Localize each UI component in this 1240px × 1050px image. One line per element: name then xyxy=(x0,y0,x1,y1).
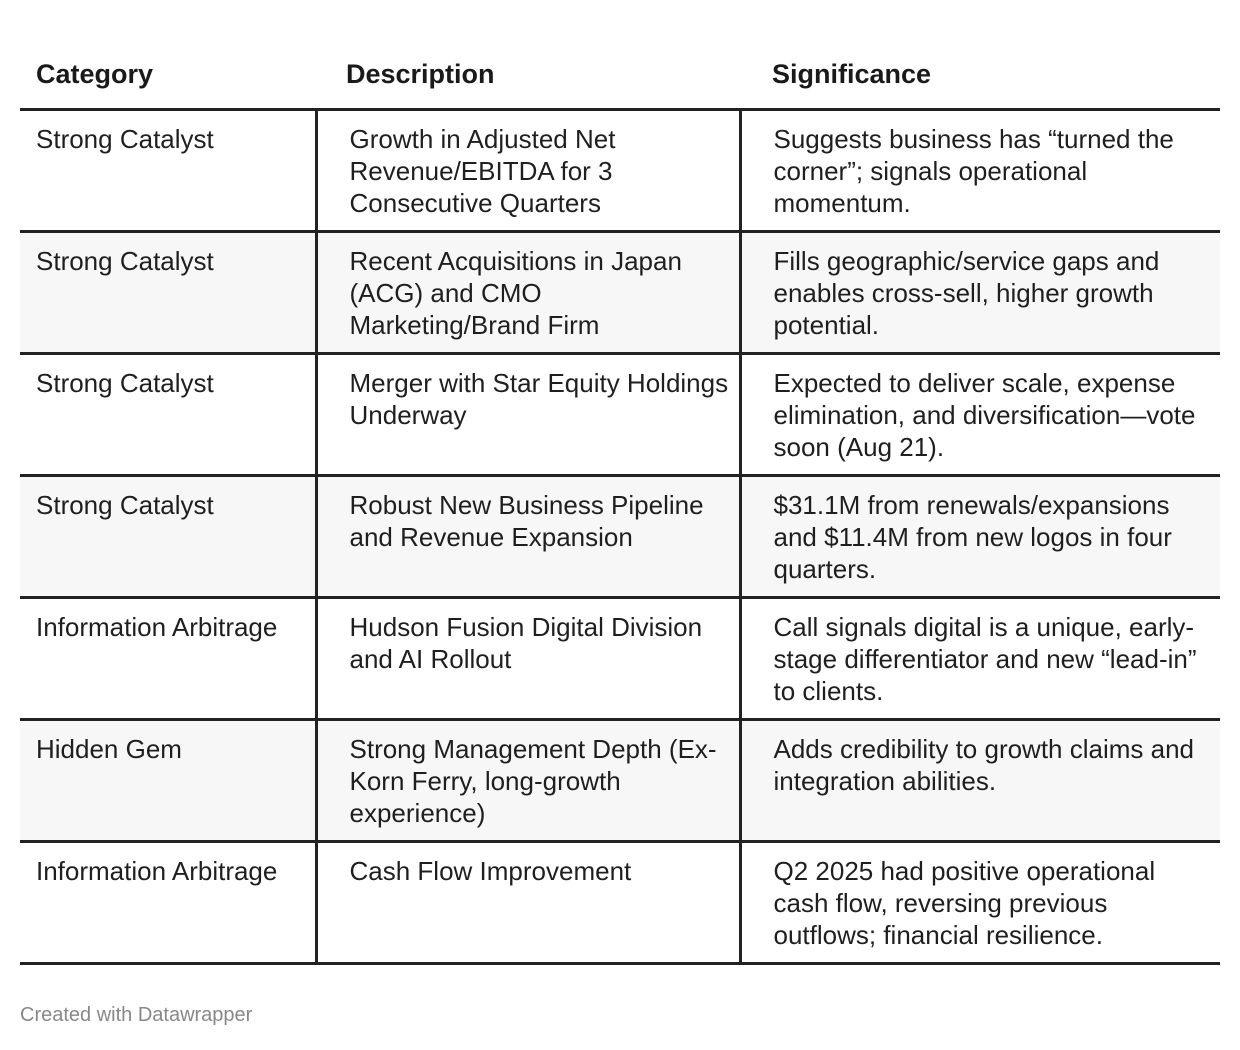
table-row: Strong Catalyst Robust New Business Pipe… xyxy=(20,475,1220,599)
cell-significance: Call signals digital is a unique, early-… xyxy=(738,597,1220,721)
cell-significance: Expected to deliver scale, expense elimi… xyxy=(738,353,1220,477)
header-category: Category xyxy=(20,52,316,111)
catalyst-table: Category Description Significance Strong… xyxy=(20,52,1220,965)
cell-significance: Q2 2025 had positive operational cash fl… xyxy=(738,841,1220,965)
cell-description: Recent Acquisitions in Japan (ACG) and C… xyxy=(314,231,740,355)
cell-category: Strong Catalyst xyxy=(20,231,316,355)
cell-description: Robust New Business Pipeline and Revenue… xyxy=(314,475,740,599)
cell-description: Strong Management Depth (Ex-Korn Ferry, … xyxy=(314,719,740,843)
table-row: Strong Catalyst Growth in Adjusted Net R… xyxy=(20,109,1220,233)
cell-significance: Suggests business has “turned the corner… xyxy=(738,109,1220,233)
cell-category: Strong Catalyst xyxy=(20,353,316,477)
cell-category: Strong Catalyst xyxy=(20,475,316,599)
table-header-row: Category Description Significance xyxy=(20,52,1220,111)
cell-description: Hudson Fusion Digital Division and AI Ro… xyxy=(314,597,740,721)
cell-category: Information Arbitrage xyxy=(20,841,316,965)
table-row: Strong Catalyst Recent Acquisitions in J… xyxy=(20,231,1220,355)
cell-description: Growth in Adjusted Net Revenue/EBITDA fo… xyxy=(314,109,740,233)
header-significance: Significance xyxy=(740,52,1220,111)
cell-category: Hidden Gem xyxy=(20,719,316,843)
header-description: Description xyxy=(316,52,740,111)
cell-description: Cash Flow Improvement xyxy=(314,841,740,965)
datawrapper-credit: Created with Datawrapper xyxy=(20,1004,253,1026)
cell-category: Information Arbitrage xyxy=(20,597,316,721)
cell-description: Merger with Star Equity Holdings Underwa… xyxy=(314,353,740,477)
cell-significance: $31.1M from renewals/expansions and $11.… xyxy=(738,475,1220,599)
table-row: Hidden Gem Strong Management Depth (Ex-K… xyxy=(20,719,1220,843)
cell-category: Strong Catalyst xyxy=(20,109,316,233)
table-row: Strong Catalyst Merger with Star Equity … xyxy=(20,353,1220,477)
table-row: Information Arbitrage Cash Flow Improvem… xyxy=(20,841,1220,965)
data-table-container: Category Description Significance Strong… xyxy=(20,52,1220,965)
cell-significance: Adds credibility to growth claims and in… xyxy=(738,719,1220,843)
cell-significance: Fills geographic/service gaps and enable… xyxy=(738,231,1220,355)
table-row: Information Arbitrage Hudson Fusion Digi… xyxy=(20,597,1220,721)
